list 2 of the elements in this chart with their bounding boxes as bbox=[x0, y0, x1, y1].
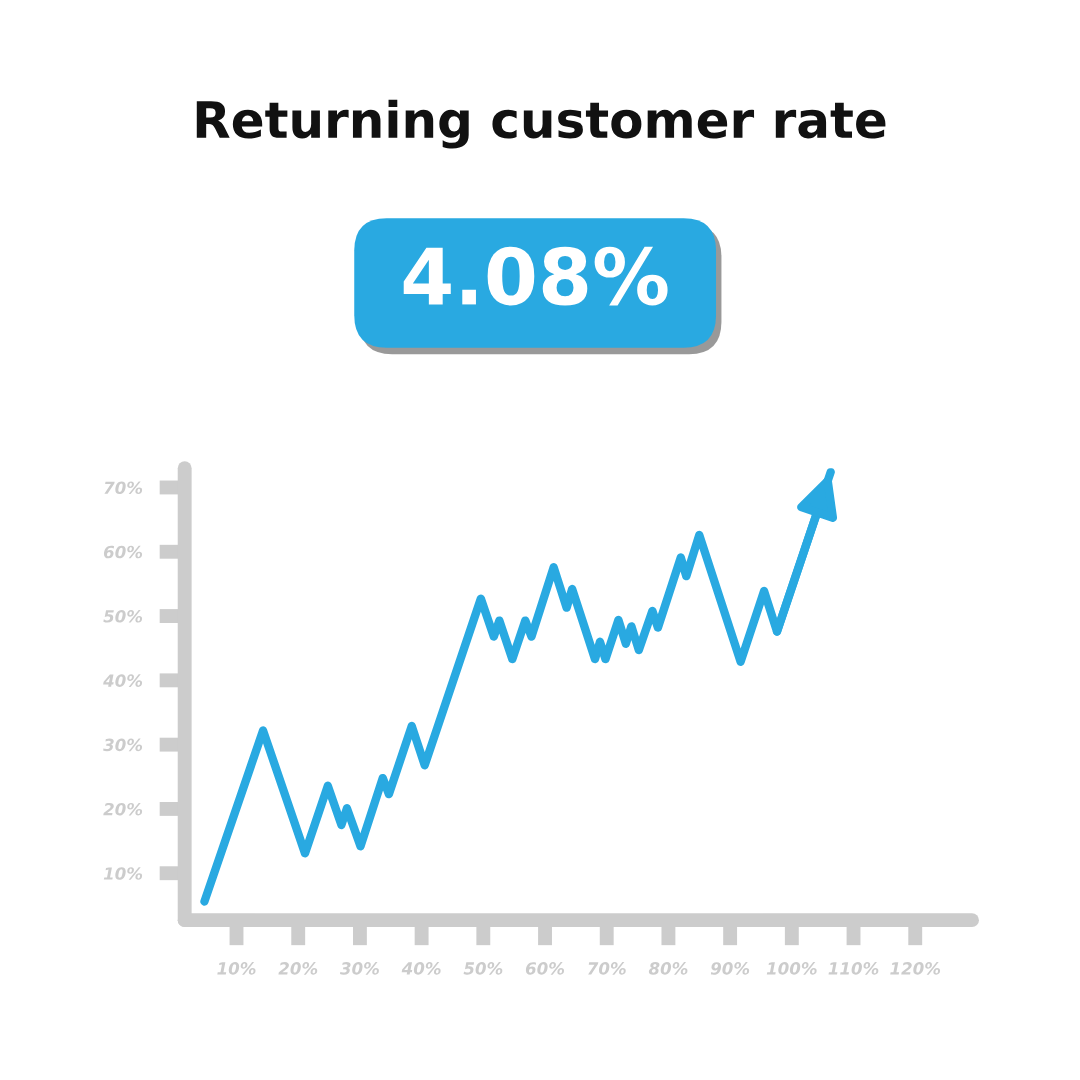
chart-subtitle: 4.08% bbox=[403, 246, 668, 306]
chart-title: Returning customer rate bbox=[196, 99, 886, 149]
